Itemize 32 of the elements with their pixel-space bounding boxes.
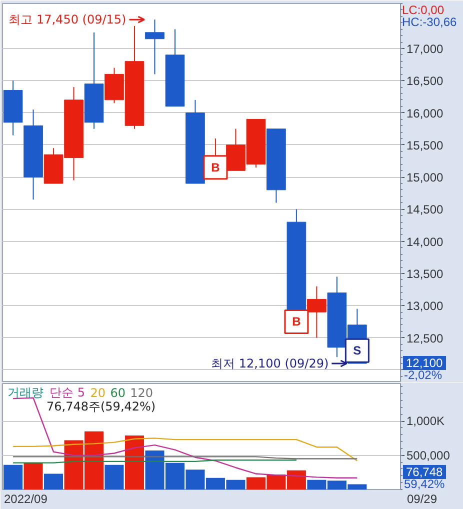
text: 120 [130, 386, 154, 400]
text: 76,748 [403, 465, 446, 479]
text: -2,02% [404, 368, 442, 382]
y-tick-label: 14,000 [406, 234, 444, 249]
y-tick-label: 13,000 [406, 299, 444, 314]
annotation: 76,748주(59,42%) [46, 400, 156, 414]
y-tick-label: 15,000 [406, 170, 444, 185]
annotation: 최저 12,100 (09/29) [211, 356, 329, 370]
text: 09/29 [407, 492, 438, 506]
text: LC:0,00 [402, 3, 444, 17]
y-tick-label: 16,500 [406, 74, 444, 88]
candlestick [145, 19, 164, 75]
text: 60 [110, 386, 126, 400]
text: HC:-30,66 [402, 15, 457, 29]
y-tick-label: 13,500 [406, 267, 444, 281]
data-label: B [211, 160, 220, 174]
text: 12,100 [403, 356, 446, 370]
y-tick-label: 15,500 [406, 138, 444, 152]
y-tick-label: 12,500 [406, 331, 444, 346]
y-tick-label: 14,500 [406, 202, 444, 217]
y-tick-label: 16,000 [406, 106, 444, 120]
y-tick-label: 1,000K [406, 414, 445, 428]
y-tick-label: 500,000 [406, 448, 450, 462]
y-tick-label: 17,000 [406, 42, 444, 56]
text: 59,42% [404, 477, 445, 491]
text: 20 [90, 386, 106, 400]
data-label: B [292, 314, 302, 329]
legend-title: 거래량 [8, 386, 44, 400]
annotation: 최고 17,450 (09/15) [8, 12, 126, 27]
text: 2022/09 [4, 492, 48, 506]
data-label: S [353, 344, 362, 358]
series-label: 단순 5 [50, 386, 85, 400]
